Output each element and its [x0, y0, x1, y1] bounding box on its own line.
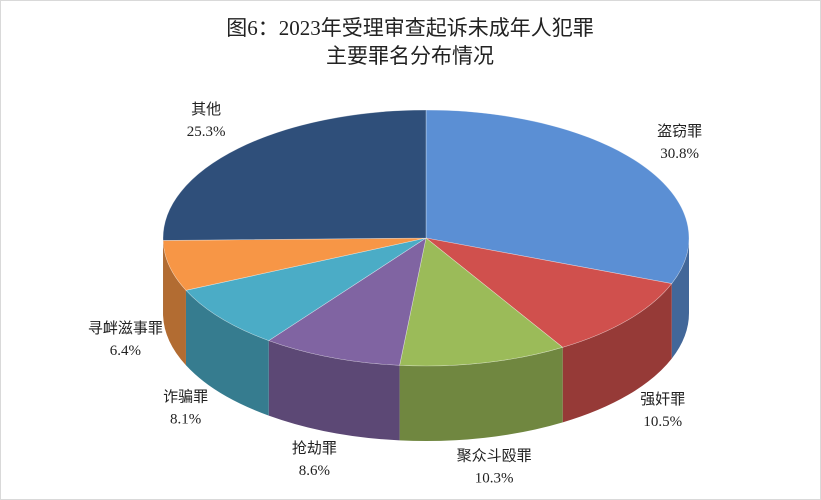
pie-slice	[162, 109, 427, 241]
slice-label: 抢劫罪	[292, 439, 337, 457]
pie-slice	[425, 109, 690, 284]
slice-value-label: 8.6%	[299, 463, 330, 479]
pie-side	[163, 240, 186, 366]
pie-side	[399, 347, 563, 441]
slice-value-label: 8.1%	[170, 411, 201, 427]
chart-subtitle: 主要罪名分布情况	[326, 44, 494, 68]
slice-value-label: 6.4%	[110, 343, 141, 359]
pie-slice	[425, 237, 673, 348]
pie-slice	[268, 237, 427, 366]
pie-side	[185, 290, 269, 416]
slice-value-label: 30.8%	[660, 146, 699, 162]
slice-label: 强奸罪	[640, 391, 685, 408]
slice-value-label: 10.3%	[475, 470, 514, 486]
pie-side	[268, 340, 400, 441]
slice-label: 寻衅滋事罪	[88, 320, 163, 337]
pie-slice	[399, 237, 564, 367]
chart-title: 图6：2023年受理审查起诉未成年人犯罪	[226, 16, 594, 40]
slice-label: 盗窃罪	[657, 123, 702, 140]
slice-label: 诈骗罪	[163, 388, 208, 405]
slice-value-label: 10.5%	[643, 414, 682, 430]
slice-value-label: 25.3%	[187, 124, 226, 140]
pie-side	[562, 283, 672, 423]
slice-label: 其他	[191, 101, 221, 118]
slice-label: 聚众斗殴罪	[457, 447, 532, 464]
pie-side	[671, 238, 689, 359]
pie-slice	[185, 237, 427, 341]
